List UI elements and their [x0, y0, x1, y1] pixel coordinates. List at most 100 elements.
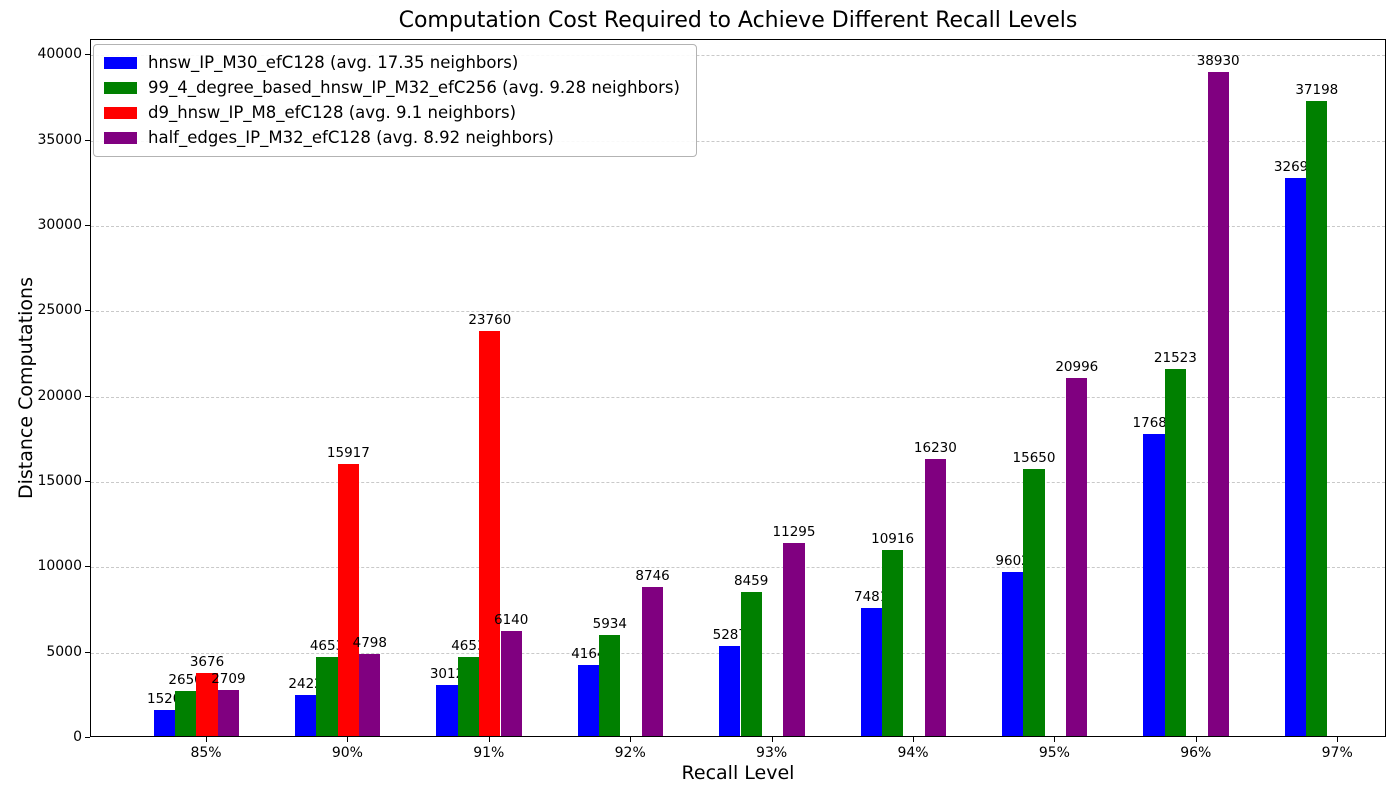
x-tick-mark [913, 737, 914, 742]
x-tick-mark [1195, 737, 1197, 742]
bar [436, 684, 458, 736]
bar [1001, 572, 1024, 736]
gridline [91, 311, 1385, 313]
bar [1023, 468, 1045, 736]
bar-value-label: 37198 [1295, 82, 1339, 99]
y-tick-mark [85, 481, 90, 482]
bar [924, 459, 947, 736]
bar [153, 710, 175, 736]
gridline [91, 55, 1385, 57]
bar-value-label: 15917 [326, 445, 370, 462]
x-tick-mark [1337, 737, 1339, 742]
y-tick-mark [85, 651, 90, 653]
bar [359, 654, 381, 736]
y-tick-mark [85, 225, 90, 227]
bar-value-label: 6140 [494, 612, 529, 629]
bar-value-label: 11295 [772, 524, 816, 541]
y-tick-label: 5000 [46, 643, 82, 660]
y-tick-label: 15000 [37, 473, 82, 489]
bar-value-label: 7481 [854, 589, 889, 606]
y-tick-mark [85, 395, 90, 397]
bar [316, 656, 338, 736]
x-tick-mark [630, 737, 632, 742]
x-tick-label: 93% [756, 745, 788, 761]
y-tick-mark [85, 566, 90, 568]
bar [1164, 368, 1187, 736]
x-tick-label: 85% [190, 745, 222, 761]
bar-value-label: 4798 [352, 635, 387, 652]
bar [217, 689, 240, 736]
bar [641, 586, 664, 736]
bar [577, 664, 600, 736]
legend: hnsw_IP_M30_efC128 (avg. 17.35 neighbors… [93, 44, 697, 157]
legend-row: d9_hnsw_IP_M8_efC128 (avg. 9.1 neighbors… [104, 103, 686, 123]
y-tick-label: 25000 [37, 302, 82, 319]
bar-value-label: 38930 [1196, 52, 1240, 69]
bar-value-label: 1520 [147, 691, 182, 708]
bar-value-label: 9602 [995, 553, 1030, 570]
bar [1284, 178, 1307, 736]
bar [1207, 71, 1229, 736]
bar-value-label: 8459 [734, 572, 769, 589]
gridline [91, 396, 1385, 398]
x-tick-label: 96% [1180, 745, 1212, 761]
bar [860, 608, 882, 736]
bar-value-label: 4653 [451, 637, 486, 654]
legend-color-patch [104, 131, 137, 144]
legend-label: half_edges_IP_M32_efC128 (avg. 8.92 neig… [148, 127, 554, 147]
x-tick-label: 92% [614, 745, 646, 761]
gridline [91, 226, 1385, 228]
bar [783, 543, 805, 736]
gridline [91, 482, 1385, 483]
y-tick-label: 40000 [37, 46, 82, 63]
legend-row: 99_4_degree_based_hnsw_IP_M32_efC256 (av… [104, 78, 686, 98]
x-tick-mark [1054, 737, 1056, 742]
bar [457, 656, 480, 736]
x-tick-label: 94% [897, 745, 929, 761]
bar-value-label: 2650 [168, 671, 203, 688]
bar [174, 690, 197, 736]
bar [337, 464, 360, 736]
legend-label: d9_hnsw_IP_M8_efC128 (avg. 9.1 neighbors… [148, 102, 517, 122]
bar-value-label: 2709 [211, 670, 246, 687]
bar-value-label: 23760 [468, 311, 512, 328]
bar-value-label: 3012 [429, 665, 465, 682]
legend-color-patch [104, 106, 137, 119]
x-tick-label: 90% [331, 745, 363, 761]
x-tick-mark [771, 737, 773, 742]
legend-row: hnsw_IP_M30_efC128 (avg. 17.35 neighbors… [104, 53, 686, 73]
legend-color-patch [104, 82, 137, 95]
bar-value-label: 2422 [288, 675, 323, 692]
chart-title: Computation Cost Required to Achieve Dif… [398, 8, 1078, 33]
y-tick-label: 10000 [37, 558, 82, 575]
bar [1306, 101, 1328, 736]
y-tick-mark [85, 737, 90, 738]
bar-value-label: 5287 [712, 626, 747, 643]
x-tick-mark [206, 737, 207, 742]
x-tick-mark [488, 737, 490, 742]
bar-value-label: 15650 [1012, 449, 1056, 466]
x-tick-label: 95% [1038, 745, 1070, 761]
bar [1143, 434, 1165, 736]
bar-value-label: 4653 [309, 637, 345, 654]
bar-value-label: 8746 [635, 567, 670, 584]
bar-value-label: 16230 [913, 440, 957, 457]
y-tick-label: 30000 [37, 217, 82, 234]
bar-value-label: 10916 [871, 530, 915, 547]
bar [294, 694, 317, 736]
bar-value-label: 3676 [189, 654, 225, 671]
y-tick-label: 0 [73, 729, 82, 745]
legend-label: hnsw_IP_M30_efC128 (avg. 17.35 neighbors… [148, 53, 519, 73]
x-axis-label: Recall Level [681, 762, 795, 784]
x-tick-label: 91% [473, 745, 505, 761]
y-tick-mark [85, 54, 90, 56]
y-tick-label: 20000 [37, 387, 82, 404]
bar [881, 549, 904, 736]
bar-value-label: 20996 [1055, 358, 1099, 375]
bar [1066, 377, 1088, 736]
bar-value-label: 4164 [571, 645, 606, 662]
bar [196, 673, 218, 736]
bar [599, 634, 621, 736]
legend-row: half_edges_IP_M32_efC128 (avg. 8.92 neig… [104, 128, 686, 148]
